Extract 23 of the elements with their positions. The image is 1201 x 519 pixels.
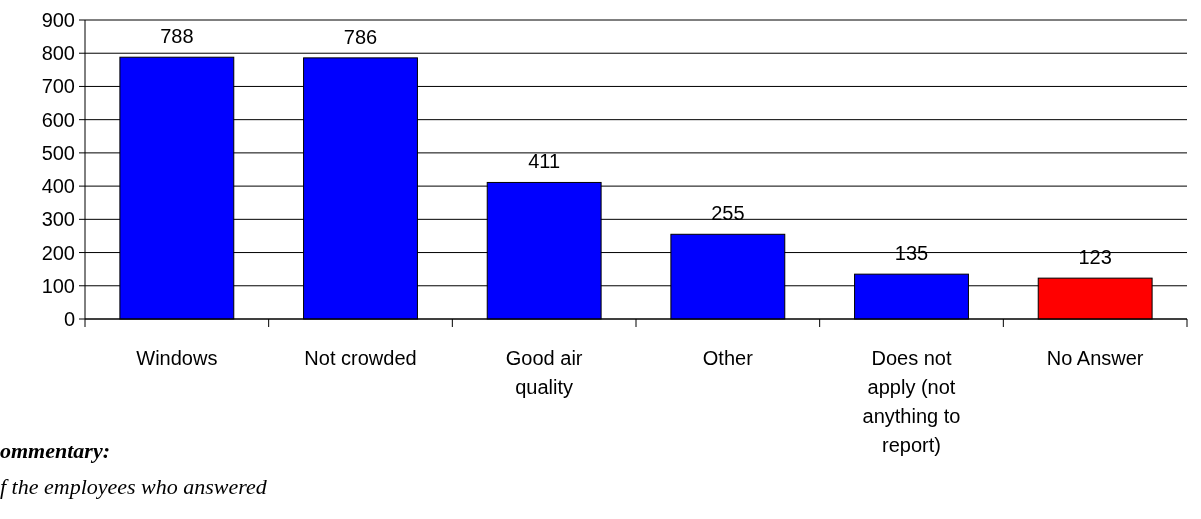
- y-tick-label: 500: [41, 141, 75, 164]
- y-tick-label: 300: [41, 208, 75, 231]
- x-tick-label: Windows: [136, 347, 218, 369]
- y-tick-label: 0: [63, 308, 75, 330]
- text: f the employees who answered: [0, 474, 268, 499]
- x-tick-label: Does not apply (not anything to report): [862, 347, 961, 456]
- y-tick-label: 900: [41, 9, 75, 31]
- data-label: 788: [160, 25, 194, 48]
- x-tick-label: Other: [702, 347, 754, 369]
- x-tick-label: No Answer: [1046, 347, 1144, 369]
- y-tick-label: 200: [41, 241, 75, 264]
- y-tick-label: 100: [41, 274, 75, 297]
- y-tick-label: 700: [41, 75, 75, 98]
- y-tick-label: 600: [41, 108, 75, 131]
- y-tick-label: 400: [41, 175, 75, 198]
- y-tick-label: 800: [41, 42, 75, 65]
- x-tick-label: Good air quality: [505, 347, 583, 398]
- text: ommentary:: [0, 438, 110, 463]
- data-label: 123: [1078, 246, 1112, 269]
- x-tick-label: Not crowded: [304, 347, 417, 369]
- data-label: 786: [343, 25, 378, 48]
- data-label: 411: [528, 150, 561, 173]
- data-label: 255: [711, 202, 745, 225]
